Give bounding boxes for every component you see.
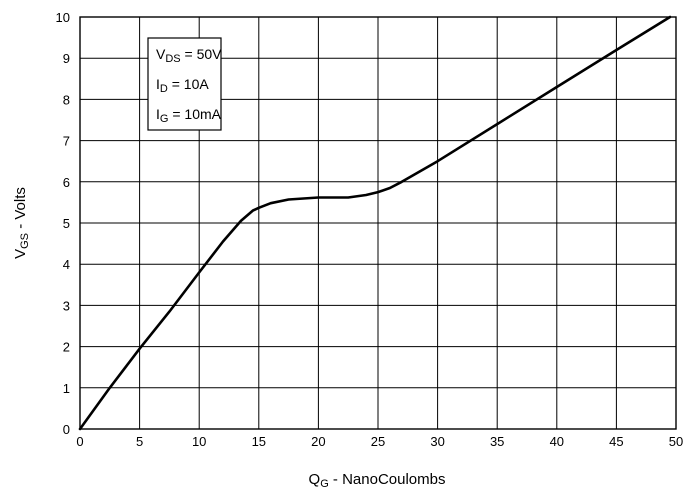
x-tick-label: 45 — [609, 434, 623, 449]
plot-frame — [79, 16, 677, 430]
y-tick-label: 3 — [63, 298, 70, 313]
x-tick-label: 50 — [669, 434, 683, 449]
y-tick-label: 10 — [56, 10, 70, 25]
annotation-ig: IG = 10mA — [156, 106, 222, 125]
x-tick-label: 40 — [550, 434, 564, 449]
x-tick-label: 5 — [136, 434, 143, 449]
x-tick-label: 20 — [311, 434, 325, 449]
y-tick-label: 2 — [63, 340, 70, 355]
annotation-id: ID = 10A — [156, 76, 209, 95]
annotation-vds: VDS = 50V — [156, 46, 222, 65]
annotation-box-frame — [147, 37, 222, 131]
y-tick-label: 7 — [63, 134, 70, 149]
series-layer — [78, 15, 672, 431]
y-tick-label: 1 — [63, 381, 70, 396]
x-tick-label: 15 — [252, 434, 266, 449]
x-tick-label: 30 — [430, 434, 444, 449]
y-tick-label: 8 — [63, 92, 70, 107]
y-tick-label: 0 — [63, 422, 70, 437]
annotation-box: VDS = 50V ID = 10A IG = 10mA — [147, 37, 222, 131]
x-tick-label: 25 — [371, 434, 385, 449]
x-axis-title: QG - NanoCoulombs — [309, 471, 446, 490]
y-axis-title: VGS - Volts — [12, 187, 31, 259]
series-line — [78, 15, 672, 431]
x-tick-labels: 0 5 10 15 20 25 30 35 40 45 50 — [76, 434, 683, 449]
x-tick-label: 10 — [192, 434, 206, 449]
y-tick-labels: 0 1 2 3 4 5 6 7 8 9 10 — [56, 10, 70, 437]
y-tick-label: 5 — [63, 216, 70, 231]
y-tick-label: 4 — [63, 257, 70, 272]
x-tick-label: 0 — [76, 434, 83, 449]
y-tick-label: 6 — [63, 175, 70, 190]
y-tick-label: 9 — [63, 51, 70, 66]
horizontal-gridlines — [80, 57, 676, 389]
x-tick-label: 35 — [490, 434, 504, 449]
